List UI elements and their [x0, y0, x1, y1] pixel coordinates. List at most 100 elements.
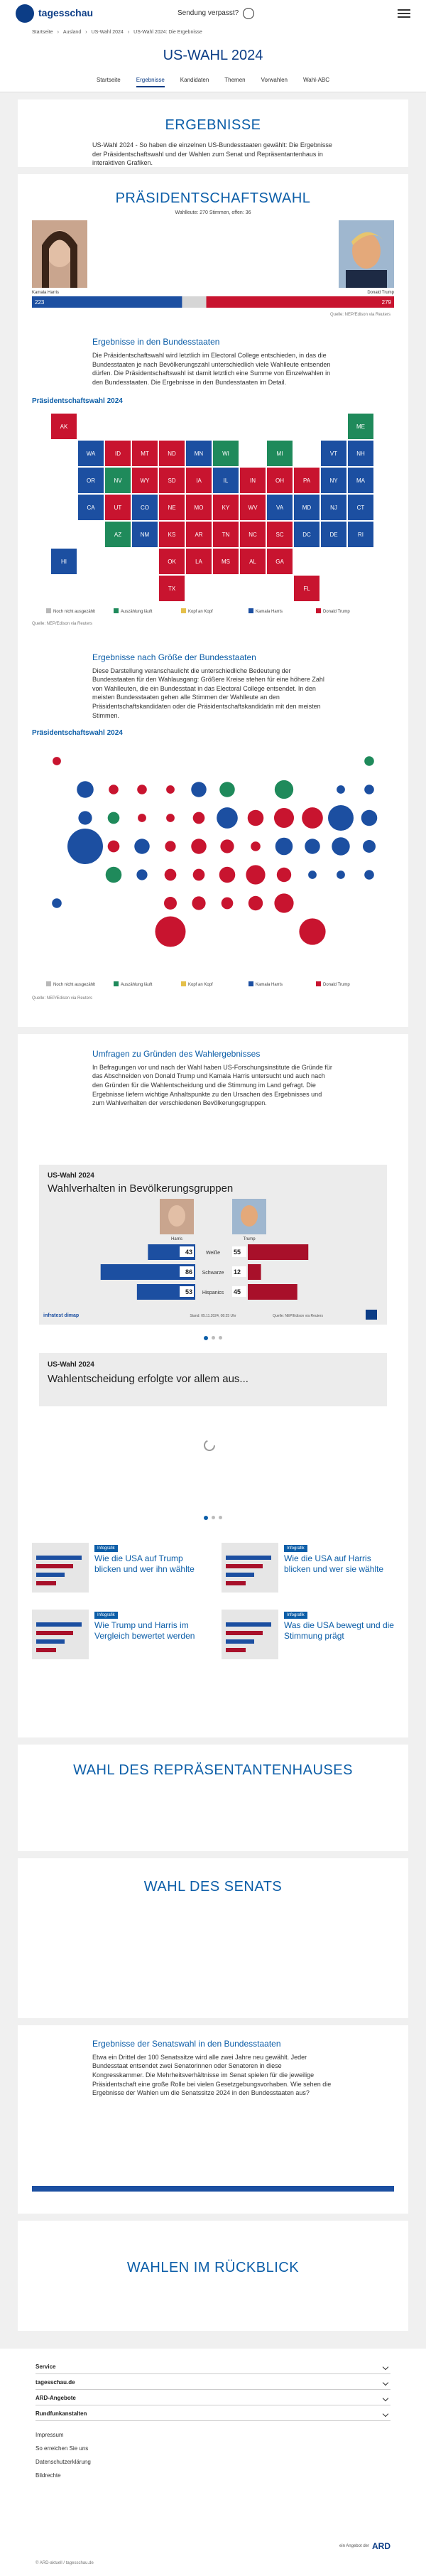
state-tile[interactable] [321, 495, 346, 521]
state-bubble[interactable] [308, 871, 317, 879]
state-tile[interactable] [105, 495, 131, 521]
state-tile[interactable] [159, 549, 185, 575]
state-bubble[interactable] [332, 837, 350, 856]
state-bubble[interactable] [337, 785, 345, 794]
state-bubble[interactable] [134, 839, 150, 854]
state-tile[interactable] [294, 576, 320, 602]
state-bubble[interactable] [273, 808, 295, 829]
state-tile[interactable] [267, 441, 293, 467]
teaser[interactable]: Infografik Was die USA bewegt und die Sti… [222, 1609, 394, 1666]
state-bubble[interactable] [191, 782, 207, 797]
state-bubble[interactable] [192, 868, 205, 881]
footer-link[interactable]: Bildrechte [36, 2472, 61, 2479]
state-tile[interactable] [348, 522, 373, 548]
state-tile[interactable] [213, 441, 239, 467]
teaser-title[interactable]: Wie die USA auf Harris blicken und wer s… [284, 1553, 384, 1574]
teaser[interactable]: Infografik Wie die USA auf Trump blicken … [32, 1542, 204, 1600]
state-bubble[interactable] [361, 809, 378, 826]
state-tile[interactable] [186, 468, 212, 494]
state-tile[interactable] [132, 468, 158, 494]
state-tile[interactable] [105, 522, 131, 548]
dot[interactable] [204, 1335, 208, 1340]
chevron[interactable] [382, 2395, 389, 2402]
state-bubble[interactable] [363, 840, 376, 853]
state-bubble[interactable] [52, 898, 62, 908]
accordion[interactable]: tagesschau.de [36, 2378, 390, 2390]
state-tile[interactable] [348, 441, 373, 467]
accordion[interactable]: ARD-Angebote [36, 2394, 390, 2405]
state-tile[interactable] [240, 522, 266, 548]
state-tile[interactable] [105, 441, 131, 467]
state-bubble[interactable] [192, 896, 206, 910]
dot[interactable] [212, 1516, 215, 1520]
state-tile[interactable] [51, 549, 77, 575]
accordion-label[interactable]: Rundfunkanstalten [36, 2410, 87, 2417]
tab[interactable]: Themen [224, 77, 246, 83]
state-bubble[interactable] [219, 782, 235, 797]
state-bubble[interactable] [136, 869, 148, 880]
state-bubble[interactable] [155, 916, 186, 947]
state-tile[interactable] [321, 441, 346, 467]
state-bubble[interactable] [217, 807, 238, 829]
state-bubble[interactable] [77, 781, 94, 798]
state-bubble[interactable] [248, 895, 263, 911]
state-tile[interactable] [186, 441, 212, 467]
crumb[interactable]: Ausland [62, 30, 82, 35]
state-tile[interactable] [159, 468, 185, 494]
state-tile[interactable] [348, 414, 373, 440]
state-tile[interactable] [132, 441, 158, 467]
state-tile[interactable] [267, 468, 293, 494]
accordion-label[interactable]: tagesschau.de [36, 2379, 75, 2386]
state-tile[interactable] [294, 495, 320, 521]
state-tile[interactable] [78, 495, 104, 521]
footer-link[interactable]: So erreichen Sie uns [36, 2445, 89, 2452]
state-tile[interactable] [51, 414, 77, 440]
state-bubble[interactable] [299, 918, 326, 945]
state-bubble[interactable] [364, 870, 374, 880]
state-bubble[interactable] [364, 785, 374, 794]
teaser-title[interactable]: Was die USA bewegt und die Stimmung präg… [284, 1620, 394, 1641]
state-bubble[interactable] [274, 780, 294, 799]
state-tile[interactable] [186, 549, 212, 575]
state-bubble[interactable] [137, 785, 147, 794]
state-tile[interactable] [213, 522, 239, 548]
chevron[interactable] [382, 2364, 389, 2371]
state-bubble[interactable] [67, 829, 103, 865]
state-bubble[interactable] [78, 811, 92, 825]
state-bubble[interactable] [328, 805, 354, 831]
state-bubble[interactable] [219, 866, 236, 883]
state-tile[interactable] [159, 495, 185, 521]
tab[interactable]: Kandidaten [180, 77, 209, 83]
play-icon[interactable] [243, 8, 255, 19]
state-tile[interactable] [294, 468, 320, 494]
dot[interactable] [212, 1336, 215, 1340]
state-tile[interactable] [267, 495, 293, 521]
state-bubble[interactable] [276, 867, 292, 883]
accordion-label[interactable]: Service [36, 2364, 56, 2370]
dot[interactable] [204, 1515, 208, 1520]
state-tile[interactable] [132, 522, 158, 548]
crumb[interactable]: US-Wahl 2024 [91, 30, 124, 35]
state-tile[interactable] [348, 495, 373, 521]
state-tile[interactable] [132, 495, 158, 521]
state-tile[interactable] [105, 468, 131, 494]
teaser-title[interactable]: Wie Trump und Harris im Vergleich bewert… [94, 1620, 195, 1641]
accordion[interactable]: Rundfunkanstalten [36, 2410, 390, 2421]
footer-link[interactable]: Datenschutzerklärung [36, 2459, 91, 2465]
state-tile[interactable] [159, 522, 185, 548]
state-tile[interactable] [186, 495, 212, 521]
accordion-label[interactable]: ARD-Angebote [36, 2395, 76, 2401]
state-bubble[interactable] [109, 785, 119, 794]
dot[interactable] [219, 1516, 222, 1520]
state-bubble[interactable] [274, 893, 294, 913]
state-bubble[interactable] [191, 839, 207, 854]
teaser-title[interactable]: Wie die USA auf Trump blicken und wer ih… [94, 1553, 195, 1574]
state-tile[interactable] [321, 522, 346, 548]
tab[interactable]: Ergebnisse [136, 76, 165, 87]
state-tile[interactable] [213, 468, 239, 494]
teaser[interactable]: Infografik Wie die USA auf Harris blicken… [222, 1542, 394, 1600]
chevron[interactable] [382, 2379, 389, 2386]
state-tile[interactable] [159, 576, 185, 602]
dot[interactable] [219, 1336, 222, 1340]
menu-button[interactable] [398, 9, 410, 18]
